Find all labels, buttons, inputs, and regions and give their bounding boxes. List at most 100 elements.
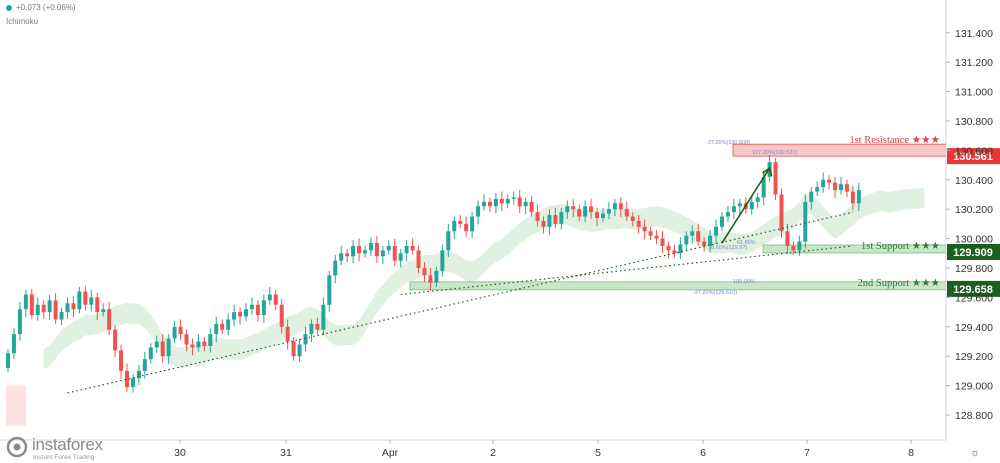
fib-label: 78.60%(129.9?) — [708, 245, 747, 251]
candle-body — [154, 341, 159, 348]
candle-body — [559, 212, 564, 224]
price-change: +0.073 (+0.06%) — [16, 3, 76, 12]
candle-body — [553, 215, 558, 224]
candle-body — [142, 359, 147, 371]
candle-body — [59, 312, 64, 320]
x-tick-label: Apr — [382, 447, 399, 459]
candle-body — [523, 201, 528, 207]
candle-body — [803, 201, 808, 242]
candle-body — [119, 350, 124, 371]
y-tick-label: 129.000 — [955, 381, 993, 393]
ichimoku-cloud — [6, 187, 925, 426]
candle-body — [339, 253, 344, 261]
candle-body — [624, 209, 629, 217]
status-dot-icon — [6, 4, 12, 11]
candle-body — [416, 250, 421, 268]
candle-body — [315, 323, 320, 330]
candle-body — [71, 303, 76, 310]
watermark: instaforex Instant Forex Trading — [6, 434, 136, 462]
watermark-tagline: Instant Forex Trading — [33, 454, 95, 461]
candle-body — [702, 241, 707, 246]
trendline-1 — [400, 245, 853, 296]
candle-body — [410, 245, 415, 251]
candle-body — [17, 309, 22, 335]
y-tick-label: 131.200 — [955, 57, 993, 69]
candle-body — [136, 370, 141, 379]
candle-body — [595, 212, 600, 219]
x-tick-label: 30 — [174, 447, 186, 459]
candles — [6, 154, 861, 393]
candle-body — [839, 184, 843, 191]
candle-body — [357, 245, 362, 254]
y-tick-label: 129.400 — [955, 322, 993, 334]
candle-body — [696, 231, 701, 242]
candle-body — [547, 215, 552, 227]
candle-body — [95, 297, 100, 313]
candle-body — [226, 319, 231, 330]
candle-body — [190, 344, 195, 348]
candle-body — [214, 323, 219, 335]
candle-body — [29, 294, 34, 316]
price-tag-bg-2 — [947, 280, 1000, 297]
candle-body — [487, 201, 492, 207]
candle-body — [107, 309, 112, 330]
candle-body — [261, 300, 266, 316]
candle-body — [65, 303, 70, 313]
candle-body — [172, 326, 177, 339]
y-tick-label: 131.000 — [955, 87, 993, 99]
price-axis: 128.800 129.000 129.200 129.400 129.600 129.8… — [945, 0, 993, 440]
candle-body — [327, 275, 332, 305]
candle-body — [321, 304, 326, 330]
candle-body — [422, 268, 427, 276]
price-tag-bg-0 — [947, 148, 1000, 165]
fib-label: 127.20%(130.521) — [752, 150, 797, 156]
candle-body — [827, 179, 832, 183]
candle-body — [761, 176, 766, 198]
indicator-name: Ichimoku — [6, 17, 39, 26]
price-tag-0: 130.561 — [953, 151, 993, 163]
x-tick-label: 5 — [595, 447, 601, 459]
candle-body — [493, 198, 498, 207]
candle-body — [392, 245, 397, 261]
candle-body — [398, 253, 403, 261]
fib-label: 100.00% — [733, 279, 755, 285]
candle-body — [583, 206, 588, 217]
support-zone-1 — [763, 244, 946, 253]
chart-header: +0.073 (+0.06%) Ichimoku — [6, 3, 76, 26]
candle-body — [571, 206, 576, 210]
y-tick-label: 129.200 — [955, 351, 993, 363]
candle-body — [708, 235, 713, 246]
candle-body — [714, 226, 719, 236]
candle-body — [166, 338, 171, 357]
candle-body — [35, 304, 40, 316]
candle-body — [779, 194, 784, 232]
x-tick-label: 31 — [280, 447, 292, 459]
candle-body — [630, 216, 635, 221]
candle-body — [148, 347, 153, 360]
y-tick-label: 130.800 — [955, 116, 993, 128]
candle-body — [196, 341, 201, 348]
candle-body — [47, 300, 52, 313]
candle-body — [380, 250, 385, 257]
level-name-2: 2nd Support ★★★ — [858, 278, 941, 289]
cloud-band — [43, 187, 925, 370]
candle-body — [541, 220, 546, 227]
candle-body — [844, 184, 849, 192]
gear-icon[interactable]: ☼ — [969, 447, 981, 459]
candle-body — [565, 206, 570, 213]
candle-body — [606, 209, 611, 214]
candle-body — [720, 216, 724, 227]
candle-body — [517, 197, 522, 207]
candle-body — [178, 326, 183, 335]
candle-body — [654, 235, 659, 239]
candle-body — [589, 206, 594, 213]
candle-body — [535, 212, 540, 221]
y-tick-label: 131.400 — [955, 28, 993, 40]
candle-body — [255, 304, 260, 316]
level-labels: 1st Resistance ★★★ -27.20%(130.608)127.20… — [693, 135, 1000, 297]
candle-body — [279, 304, 284, 327]
y-tick-label: 129.600 — [955, 292, 993, 304]
candle-body — [773, 162, 778, 195]
candle-body — [244, 309, 248, 317]
